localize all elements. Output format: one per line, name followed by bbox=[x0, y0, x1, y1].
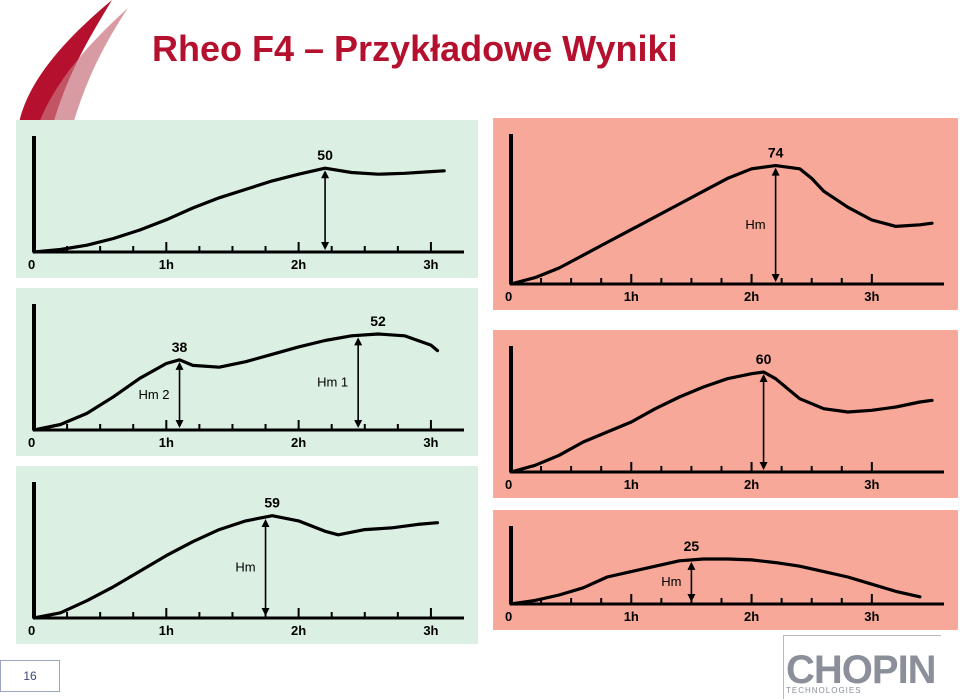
peak-value-label: 74 bbox=[768, 145, 784, 161]
hm-arrow-head-up bbox=[354, 337, 363, 346]
series-line bbox=[32, 166, 446, 254]
chart-svg-6: 0 1h 2h 3h Hm 25 bbox=[493, 510, 958, 630]
x-tick-label: 1h bbox=[624, 609, 639, 624]
hm-arrow-head-up bbox=[759, 374, 768, 382]
chart-background bbox=[493, 118, 958, 310]
x-tick-label: 0 bbox=[505, 609, 512, 624]
x-tick-label: 3h bbox=[864, 477, 879, 492]
chart-background bbox=[493, 510, 958, 630]
x-tick-label: 1h bbox=[624, 289, 639, 304]
series-line bbox=[509, 557, 922, 606]
chart-background bbox=[16, 120, 478, 278]
x-tick-label: 3h bbox=[423, 623, 438, 638]
x-tick-label: 1h bbox=[159, 435, 174, 450]
secondary-peak-label: 38 bbox=[172, 339, 188, 355]
hm-arrow-head-down bbox=[687, 594, 696, 602]
hm-arrow-head-down bbox=[771, 274, 780, 282]
hm-arrow-head-down bbox=[354, 420, 363, 428]
x-tick-label: 2h bbox=[744, 289, 759, 304]
page-number: 16 bbox=[0, 660, 60, 692]
series-line bbox=[509, 164, 934, 286]
chart-panel-3: 0 1h 2h 3h Hm 59 bbox=[16, 466, 478, 644]
peak-value-label: 25 bbox=[684, 538, 700, 554]
logo-wordmark: CHOPIN bbox=[786, 648, 937, 692]
peak-value-label: 52 bbox=[370, 313, 386, 329]
x-tick-label: 0 bbox=[505, 289, 512, 304]
x-tick-label: 3h bbox=[423, 435, 438, 450]
hm-label: Hm bbox=[661, 574, 681, 589]
hm-arrow-head-up bbox=[321, 170, 330, 179]
x-tick-label: 2h bbox=[744, 609, 759, 624]
chart-svg-3: 0 1h 2h 3h Hm 59 bbox=[16, 466, 478, 644]
chart-svg-1: 0 1h 2h 3h 50 bbox=[16, 120, 478, 278]
x-tick-label: 2h bbox=[291, 623, 306, 638]
chart-svg-5: 0 1h 2h 3h 60 bbox=[493, 330, 958, 498]
x-tick-label: 1h bbox=[624, 477, 639, 492]
hm-label: Hm bbox=[235, 560, 255, 575]
chart-svg-4: 0 1h 2h 3h Hm 74 bbox=[493, 118, 958, 310]
x-tick-label: 3h bbox=[864, 289, 879, 304]
chopin-logo: CHOPIN TECHNOLOGIES bbox=[783, 635, 941, 699]
hm-arrow-head-up bbox=[261, 519, 270, 528]
chart-panel-6: 0 1h 2h 3h Hm 25 bbox=[493, 510, 958, 630]
chart-svg-2: 0 1h 2h 3h Hm 1 Hm 2 52 38 bbox=[16, 288, 478, 456]
x-tick-label: 2h bbox=[291, 435, 306, 450]
hm-arrow-head-down bbox=[759, 462, 768, 470]
chart-panel-4: 0 1h 2h 3h Hm 74 bbox=[493, 118, 958, 310]
peak-value-label: 59 bbox=[264, 495, 280, 511]
hm-arrow-head-down bbox=[175, 420, 184, 428]
peak-value-label: 60 bbox=[756, 351, 772, 367]
hm-arrow-head-down bbox=[261, 608, 270, 616]
x-tick-label: 0 bbox=[28, 623, 35, 638]
x-tick-label: 2h bbox=[291, 257, 306, 272]
hm-arrow-head-down bbox=[321, 242, 330, 250]
x-tick-label: 2h bbox=[744, 477, 759, 492]
peak-value-label: 50 bbox=[317, 147, 333, 163]
hm-arrow-head-up bbox=[771, 167, 780, 176]
hm-label: Hm 1 bbox=[317, 375, 348, 390]
chart-background bbox=[16, 288, 478, 456]
chart-panel-1: 0 1h 2h 3h 50 bbox=[16, 120, 478, 278]
x-tick-label: 3h bbox=[864, 609, 879, 624]
x-tick-label: 1h bbox=[159, 623, 174, 638]
x-tick-label: 0 bbox=[28, 257, 35, 272]
x-tick-label: 0 bbox=[28, 435, 35, 450]
hm-label: Hm 2 bbox=[138, 387, 169, 402]
hm-arrow-head-up bbox=[175, 361, 184, 370]
logo-subtitle: TECHNOLOGIES bbox=[786, 686, 862, 695]
series-line bbox=[32, 514, 440, 620]
chart-panel-2: 0 1h 2h 3h Hm 1 Hm 2 52 38 bbox=[16, 288, 478, 456]
chart-background bbox=[16, 466, 478, 644]
hm-arrow-head-up bbox=[687, 561, 696, 570]
series-line bbox=[509, 370, 934, 474]
series-line bbox=[32, 332, 440, 432]
x-tick-label: 0 bbox=[505, 477, 512, 492]
x-tick-label: 1h bbox=[159, 257, 174, 272]
chart-panel-5: 0 1h 2h 3h 60 bbox=[493, 330, 958, 498]
x-tick-label: 3h bbox=[423, 257, 438, 272]
hm-label: Hm bbox=[745, 217, 765, 232]
slide-title: Rheo F4 – Przykładowe Wyniki bbox=[152, 28, 678, 69]
